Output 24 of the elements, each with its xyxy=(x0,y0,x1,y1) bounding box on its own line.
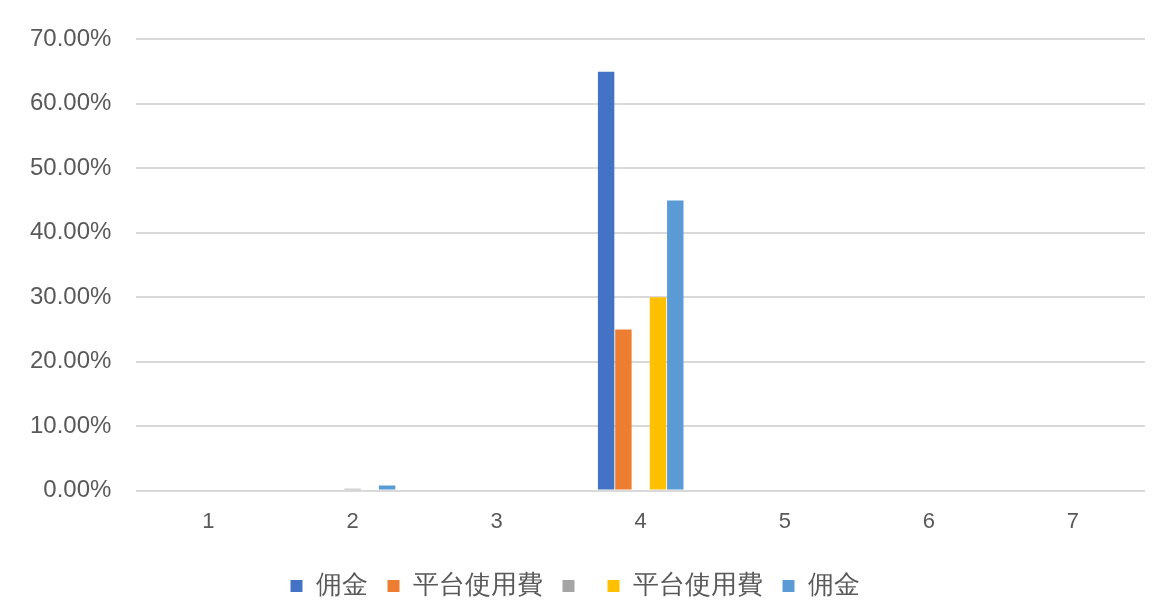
y-tick-label: 50.00% xyxy=(29,152,112,180)
legend-label: 平台使用費 xyxy=(632,569,763,600)
x-tick-label: 2 xyxy=(346,507,359,533)
y-tick-label: 60.00% xyxy=(29,88,112,116)
y-tick-label: 20.00% xyxy=(29,346,112,374)
x-tick-label: 7 xyxy=(1066,507,1080,533)
y-tick-label: 10.00% xyxy=(29,410,112,438)
bar xyxy=(597,71,615,490)
y-tick-label: 40.00% xyxy=(29,217,112,245)
y-tick-label: 70.00% xyxy=(29,24,112,52)
y-tick-label: 0.00% xyxy=(43,475,112,503)
legend-label: 佣金 xyxy=(807,569,860,600)
legend-label: 佣金 xyxy=(315,569,368,600)
y-tick-label: 30.00% xyxy=(29,281,112,309)
x-tick-label: 4 xyxy=(634,507,647,533)
bar xyxy=(615,329,632,490)
bar xyxy=(667,200,684,490)
bar xyxy=(649,297,667,490)
legend-label: 平台使用費 xyxy=(412,569,543,600)
x-tick-label: 5 xyxy=(778,507,791,533)
bar xyxy=(378,485,396,490)
x-tick-label: 6 xyxy=(922,507,935,533)
x-tick-label: 1 xyxy=(202,507,215,533)
x-tick-label: 3 xyxy=(490,507,503,533)
